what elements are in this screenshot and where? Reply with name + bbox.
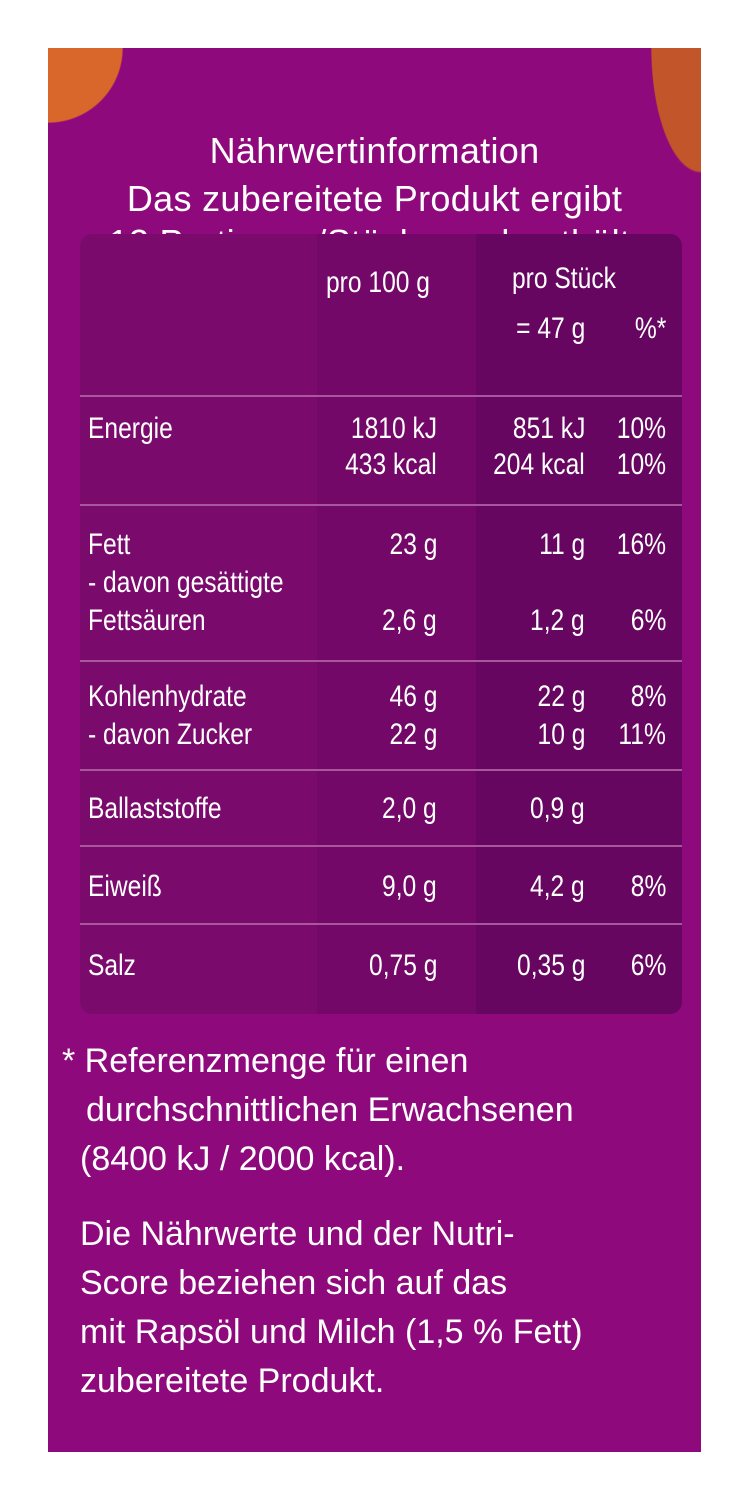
eiweiss-percent: 8% (630, 870, 666, 903)
eiweiss-piece: 4,2 g (530, 870, 585, 903)
footnote-line1: * Referenzmenge für einen (62, 1042, 469, 1080)
energie-100g-kcal: 433 kcal (345, 448, 437, 481)
note-line2: Score beziehen sich auf das (80, 1264, 508, 1302)
fett-100g: 23 g (389, 528, 437, 561)
row-label-kohlenhydrate: Kohlenhydrate (88, 680, 247, 713)
footnote-line2: durchschnittlichen Erwachsenen (86, 1091, 574, 1129)
header-per-100g: pro 100 g (326, 266, 430, 299)
row-label-salz: Salz (88, 949, 136, 982)
column-per-piece-bg (476, 234, 682, 1014)
row-label-zucker: - davon Zucker (88, 718, 253, 751)
note-line4: zubereitete Produkt. (80, 1362, 385, 1400)
fettsaeuren-percent: 6% (630, 604, 666, 637)
zucker-percent: 11% (618, 718, 666, 751)
kohlenhydrate-piece: 22 g (537, 680, 585, 713)
row-label-eiweiss: Eiweiß (88, 870, 162, 903)
row-label-ballaststoffe: Ballaststoffe (88, 792, 222, 825)
energie-percent-kj: 10% (616, 412, 666, 445)
row-divider (80, 923, 682, 925)
salz-100g: 0,75 g (368, 949, 437, 982)
row-label-fett: Fett (88, 528, 131, 561)
energie-100g-kj: 1810 kJ (350, 412, 437, 445)
note-line3: mit Rapsöl und Milch (1,5 % Fett) (80, 1313, 583, 1351)
fett-percent: 16% (616, 528, 666, 561)
energie-piece-kj: 851 kJ (512, 412, 585, 445)
fettsaeuren-piece: 1,2 g (530, 604, 585, 637)
panel-title: Nährwertinformation (209, 130, 540, 171)
nutrition-panel: Nährwertinformation Das zubereitete Prod… (48, 48, 701, 1452)
note-line1: Die Nährwerte und der Nutri- (80, 1215, 515, 1253)
row-label-energie: Energie (88, 412, 173, 445)
salz-piece: 0,35 g (516, 949, 585, 982)
panel-subtitle-line1: Das zubereitete Produkt ergibt (126, 178, 623, 219)
fett-piece: 11 g (538, 528, 585, 561)
orange-corner-right (641, 48, 701, 198)
ballaststoffe-100g: 2,0 g (382, 792, 437, 825)
salz-percent: 6% (630, 949, 666, 982)
energie-percent-kcal: 10% (616, 448, 666, 481)
kohlenhydrate-percent: 8% (630, 680, 666, 713)
fettsaeuren-100g: 2,6 g (382, 604, 437, 637)
header-percent: %* (634, 312, 666, 345)
orange-corner-left (48, 48, 148, 138)
footnote-line3: (8400 kJ / 2000 kcal). (80, 1140, 406, 1178)
header-piece-weight: = 47 g (515, 312, 585, 345)
eiweiss-100g: 9,0 g (382, 870, 437, 903)
row-label-fett-sub1: - davon gesättigte (88, 566, 284, 599)
row-divider (80, 395, 682, 397)
row-divider (80, 769, 682, 771)
row-divider (80, 504, 682, 506)
ballaststoffe-piece: 0,9 g (530, 792, 585, 825)
zucker-100g: 22 g (389, 718, 437, 751)
nutrition-table: pro 100 g pro Stück = 47 g %* Energie 18… (80, 234, 682, 1014)
zucker-piece: 10 g (537, 718, 585, 751)
row-divider (80, 660, 682, 662)
row-label-fett-sub2: Fettsäuren (88, 604, 206, 637)
header-per-piece: pro Stück (512, 262, 616, 295)
row-divider (80, 845, 682, 847)
energie-piece-kcal: 204 kcal (493, 448, 585, 481)
column-per-100g-bg (317, 234, 476, 1014)
kohlenhydrate-100g: 46 g (389, 680, 437, 713)
